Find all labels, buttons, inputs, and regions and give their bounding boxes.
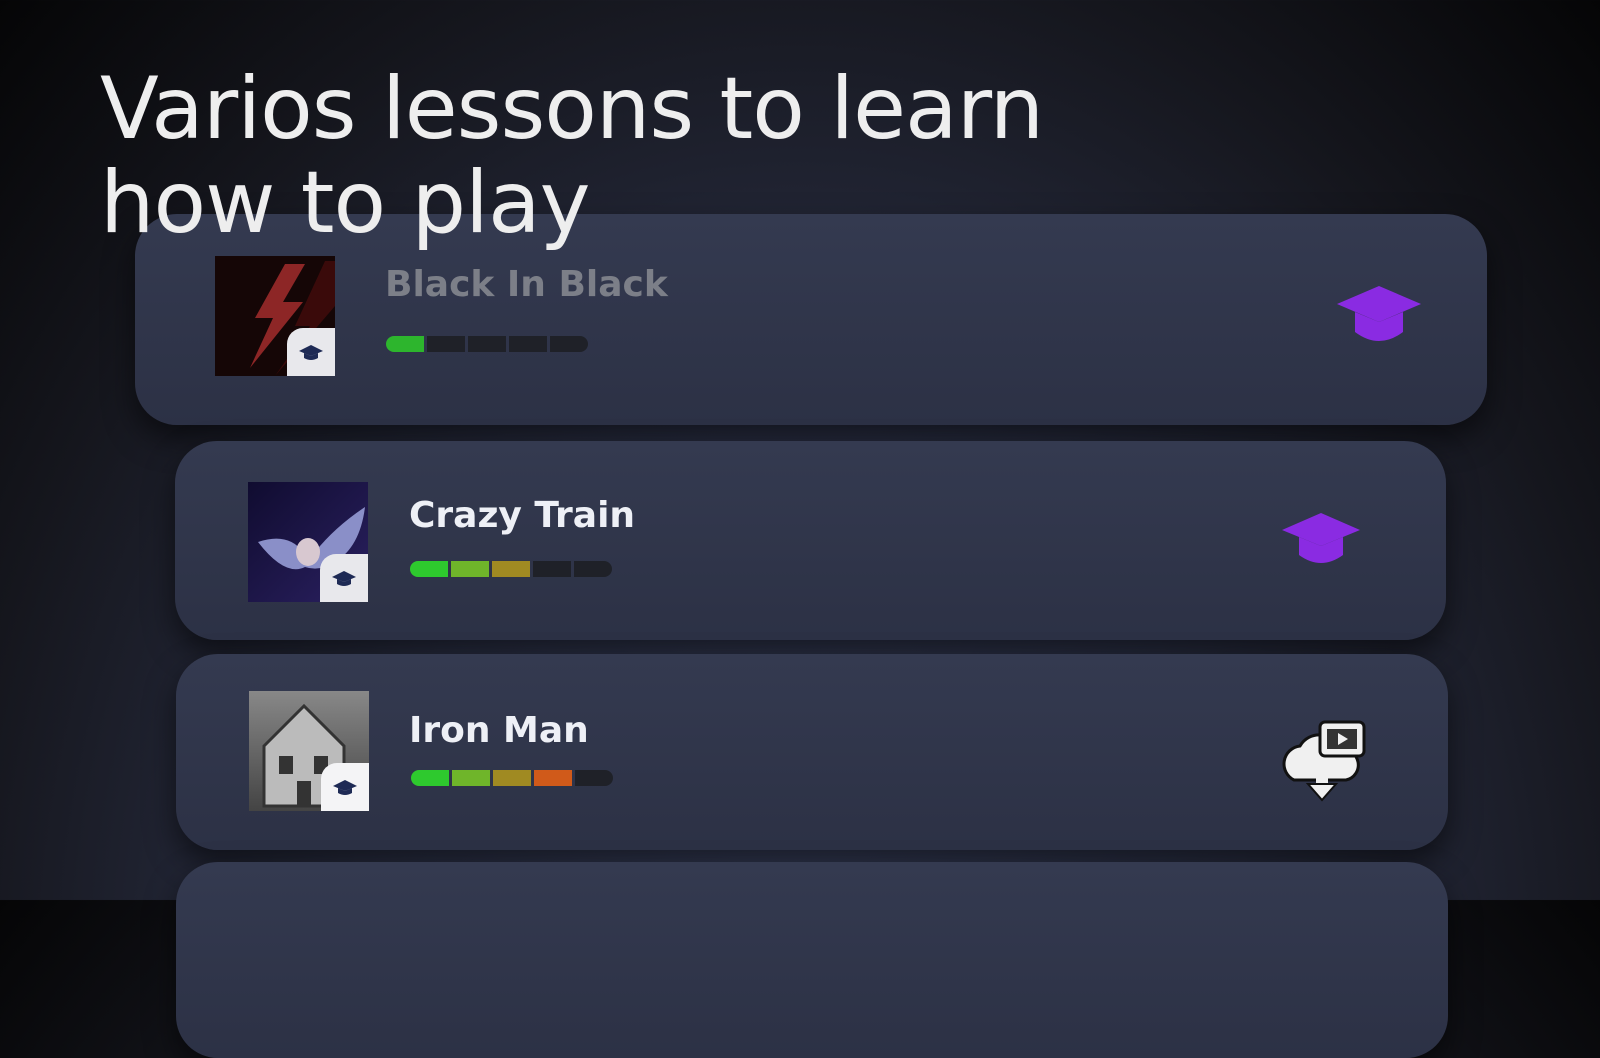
progress-segment [550, 336, 588, 352]
page-headline: Varios lessons to learn how to play [100, 59, 1044, 253]
progress-segment [451, 561, 489, 577]
headline-line-1: Varios lessons to learn [100, 59, 1044, 159]
progress-segment [493, 770, 531, 786]
graduation-cap-icon[interactable] [1337, 284, 1421, 346]
cloud-download-video-icon[interactable] [1272, 718, 1372, 802]
lesson-title: Iron Man [409, 710, 589, 751]
lesson-card[interactable]: Iron Man [176, 654, 1448, 850]
lesson-title: Crazy Train [409, 495, 636, 536]
graduation-cap-icon [332, 571, 356, 586]
lesson-card[interactable]: Black In Black [135, 214, 1487, 425]
progress-segment [533, 561, 571, 577]
lesson-badge [320, 554, 368, 602]
progress-segment [575, 770, 613, 786]
progress-segment [534, 770, 572, 786]
graduation-cap-icon [299, 345, 323, 360]
progress-bar [386, 336, 588, 352]
lesson-card[interactable] [176, 862, 1448, 1058]
progress-segment [427, 336, 465, 352]
progress-segment [411, 770, 449, 786]
album-art-bat [248, 482, 368, 602]
lesson-badge [287, 328, 335, 376]
progress-segment [468, 336, 506, 352]
album-art-lightning [215, 256, 335, 376]
lesson-card[interactable]: Crazy Train [175, 441, 1446, 640]
bat-icon [258, 507, 365, 570]
lesson-badge [321, 763, 369, 811]
graduation-cap-icon[interactable] [1282, 511, 1360, 569]
graduation-cap-icon [333, 780, 357, 795]
progress-bar [410, 561, 612, 577]
progress-segment [509, 336, 547, 352]
progress-segment [410, 561, 448, 577]
progress-bar [411, 770, 613, 786]
progress-segment [452, 770, 490, 786]
progress-segment [492, 561, 530, 577]
progress-segment [574, 561, 612, 577]
progress-segment [386, 336, 424, 352]
lesson-title: Black In Black [385, 264, 668, 305]
lightning-bolt-icon [250, 261, 335, 376]
headline-line-2: how to play [100, 153, 591, 253]
album-art-house [249, 691, 369, 811]
